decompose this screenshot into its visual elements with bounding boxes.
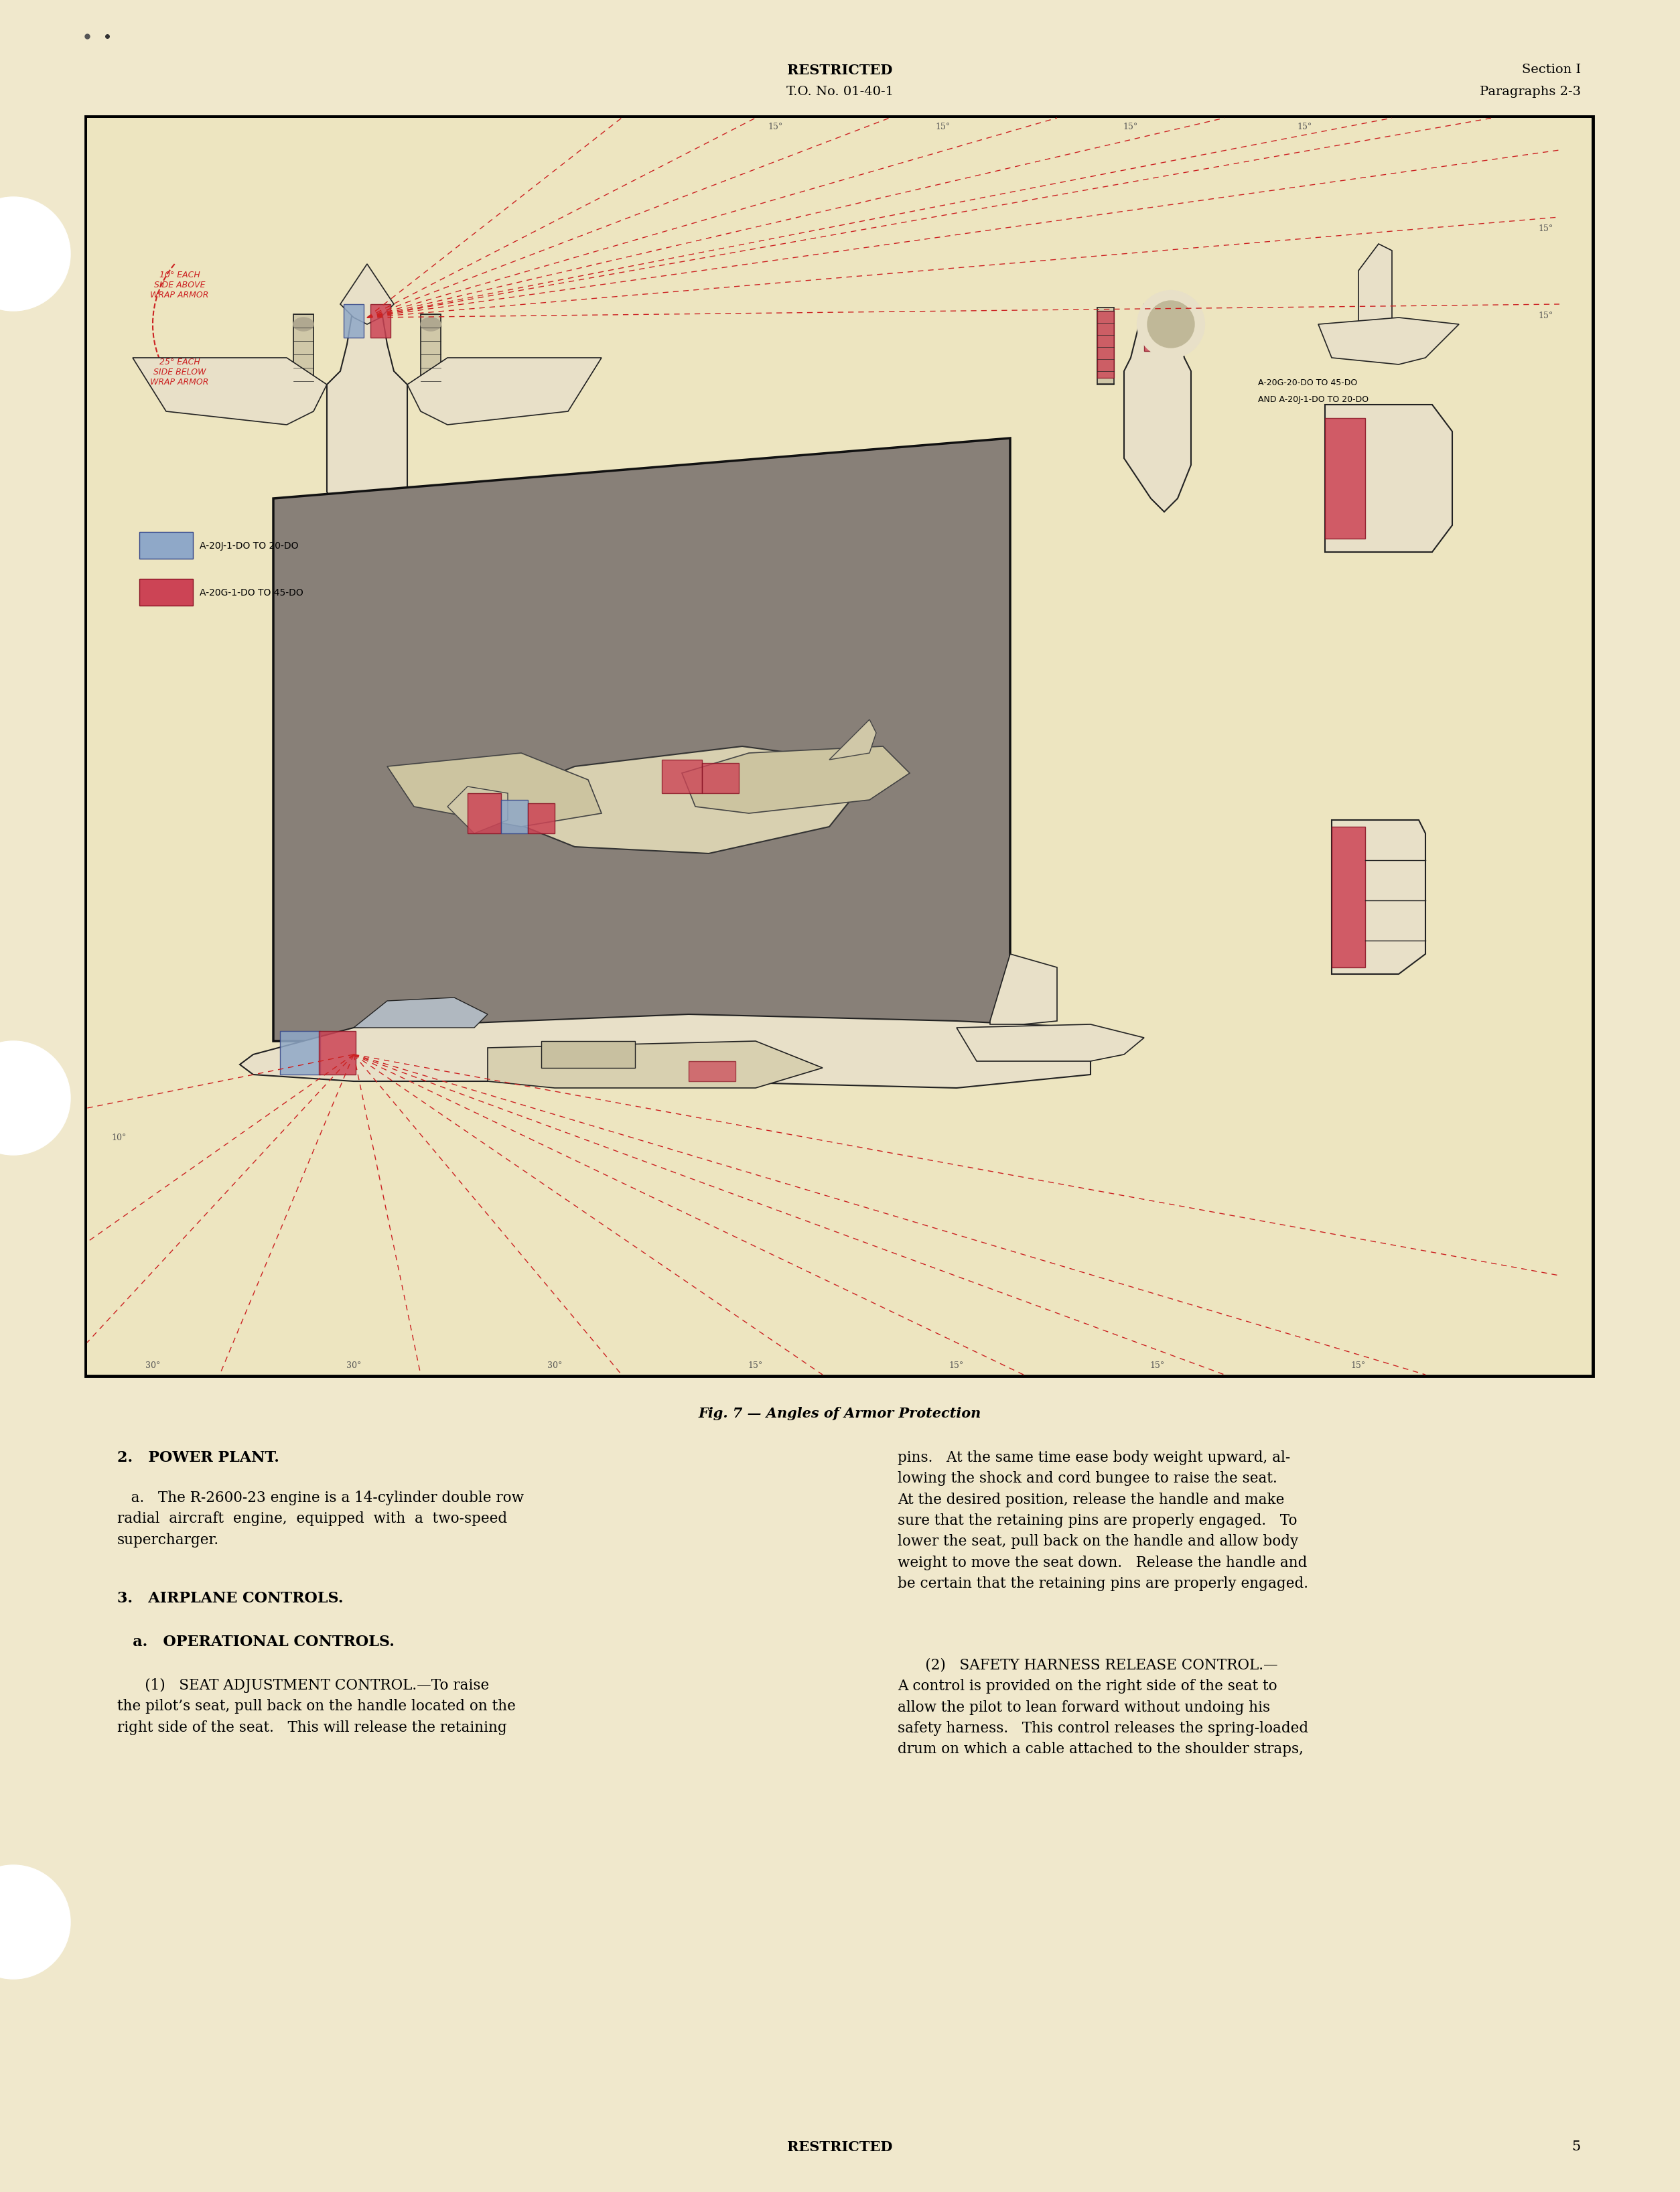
Circle shape bbox=[0, 1865, 71, 1979]
Bar bbox=[1326, 419, 1366, 539]
Bar bbox=[1332, 826, 1366, 967]
Polygon shape bbox=[990, 954, 1057, 1024]
Text: RESTRICTED: RESTRICTED bbox=[788, 64, 892, 77]
Bar bbox=[689, 1061, 736, 1081]
Text: T.O. No. 01-40-1: T.O. No. 01-40-1 bbox=[786, 85, 894, 99]
Text: AND A-20J-1-DO TO 20-DO: AND A-20J-1-DO TO 20-DO bbox=[1258, 395, 1369, 403]
Text: 15°: 15° bbox=[1539, 224, 1554, 232]
Bar bbox=[702, 763, 739, 794]
Polygon shape bbox=[1097, 309, 1114, 386]
Text: a.   OPERATIONAL CONTROLS.: a. OPERATIONAL CONTROLS. bbox=[118, 1633, 395, 1648]
Polygon shape bbox=[682, 747, 909, 813]
Text: 15°: 15° bbox=[748, 1361, 763, 1370]
Circle shape bbox=[1137, 292, 1205, 357]
Circle shape bbox=[1147, 300, 1194, 349]
Text: 15°: 15° bbox=[768, 123, 783, 132]
Text: RESTRICTED: RESTRICTED bbox=[788, 2139, 892, 2153]
Text: 3.   AIRPLANE CONTROLS.: 3. AIRPLANE CONTROLS. bbox=[118, 1591, 343, 1605]
Polygon shape bbox=[1326, 406, 1452, 552]
Bar bbox=[319, 1032, 356, 1074]
Bar bbox=[528, 804, 554, 833]
Polygon shape bbox=[487, 1041, 823, 1087]
Text: A-20G-1-DO TO 45-DO: A-20G-1-DO TO 45-DO bbox=[200, 587, 304, 598]
Bar bbox=[281, 1032, 321, 1074]
Text: (2)   SAFETY HARNESS RELEASE CONTROL.—
A control is provided on the right side o: (2) SAFETY HARNESS RELEASE CONTROL.— A c… bbox=[897, 1657, 1309, 1756]
Text: 15°: 15° bbox=[936, 123, 951, 132]
Polygon shape bbox=[1332, 820, 1425, 975]
Text: 15°: 15° bbox=[1539, 311, 1554, 320]
Bar bbox=[662, 761, 702, 794]
Text: (1)   SEAT ADJUSTMENT CONTROL.—To raise
the pilot’s seat, pull back on the handl: (1) SEAT ADJUSTMENT CONTROL.—To raise th… bbox=[118, 1677, 516, 1734]
Polygon shape bbox=[386, 754, 601, 826]
Polygon shape bbox=[341, 265, 393, 324]
Circle shape bbox=[0, 197, 71, 311]
Text: A-20J-1-DO TO 20-DO: A-20J-1-DO TO 20-DO bbox=[200, 541, 299, 550]
Bar bbox=[1097, 311, 1114, 379]
Polygon shape bbox=[328, 305, 407, 546]
Bar bbox=[139, 579, 193, 607]
Bar bbox=[370, 305, 390, 338]
Bar bbox=[86, 116, 1593, 1377]
Polygon shape bbox=[294, 316, 314, 399]
Polygon shape bbox=[956, 1024, 1144, 1061]
Circle shape bbox=[0, 1041, 71, 1155]
Polygon shape bbox=[407, 357, 601, 425]
Text: 15°: 15° bbox=[1297, 123, 1312, 132]
Polygon shape bbox=[541, 1041, 635, 1068]
Text: 10° EACH
SIDE ABOVE
WRAP ARMOR: 10° EACH SIDE ABOVE WRAP ARMOR bbox=[150, 270, 208, 298]
Bar bbox=[467, 794, 501, 833]
Text: 15°: 15° bbox=[1124, 123, 1137, 132]
Text: 30°: 30° bbox=[346, 1361, 361, 1370]
Text: Paragraphs 2-3: Paragraphs 2-3 bbox=[1480, 85, 1581, 99]
Text: Section I: Section I bbox=[1522, 64, 1581, 77]
Bar bbox=[139, 533, 193, 559]
Polygon shape bbox=[1124, 305, 1191, 513]
Bar bbox=[87, 118, 1591, 1374]
Polygon shape bbox=[830, 719, 877, 761]
Polygon shape bbox=[1359, 246, 1393, 338]
Ellipse shape bbox=[294, 318, 314, 331]
Bar bbox=[501, 800, 528, 833]
Text: 30°: 30° bbox=[144, 1361, 160, 1370]
Text: 25° EACH
SIDE BELOW
WRAP ARMOR: 25° EACH SIDE BELOW WRAP ARMOR bbox=[150, 357, 208, 386]
Polygon shape bbox=[447, 787, 507, 833]
Polygon shape bbox=[274, 438, 1010, 1041]
Bar bbox=[1144, 311, 1171, 351]
Polygon shape bbox=[420, 316, 440, 399]
Text: Fig. 7 — Angles of Armor Protection: Fig. 7 — Angles of Armor Protection bbox=[699, 1407, 981, 1420]
Text: 15°: 15° bbox=[949, 1361, 964, 1370]
Text: 15°: 15° bbox=[1351, 1361, 1366, 1370]
Text: 30°: 30° bbox=[548, 1361, 563, 1370]
Polygon shape bbox=[507, 747, 857, 855]
Text: 5: 5 bbox=[1572, 2139, 1581, 2153]
Polygon shape bbox=[133, 357, 328, 425]
Polygon shape bbox=[240, 1015, 1090, 1087]
Bar bbox=[344, 305, 365, 338]
Text: 2.   POWER PLANT.: 2. POWER PLANT. bbox=[118, 1449, 279, 1464]
Text: pins.   At the same time ease body weight upward, al-
lowing the shock and cord : pins. At the same time ease body weight … bbox=[897, 1449, 1309, 1591]
Text: 10°: 10° bbox=[113, 1133, 126, 1142]
Polygon shape bbox=[354, 997, 487, 1028]
Text: 15°: 15° bbox=[1151, 1361, 1164, 1370]
Text: a.   The R-2600-23 engine is a 14-cylinder double row
radial  aircraft  engine, : a. The R-2600-23 engine is a 14-cylinder… bbox=[118, 1491, 524, 1548]
Ellipse shape bbox=[420, 318, 440, 331]
Text: A-20G-20-DO TO 45-DO: A-20G-20-DO TO 45-DO bbox=[1258, 379, 1357, 388]
Polygon shape bbox=[1319, 318, 1458, 366]
